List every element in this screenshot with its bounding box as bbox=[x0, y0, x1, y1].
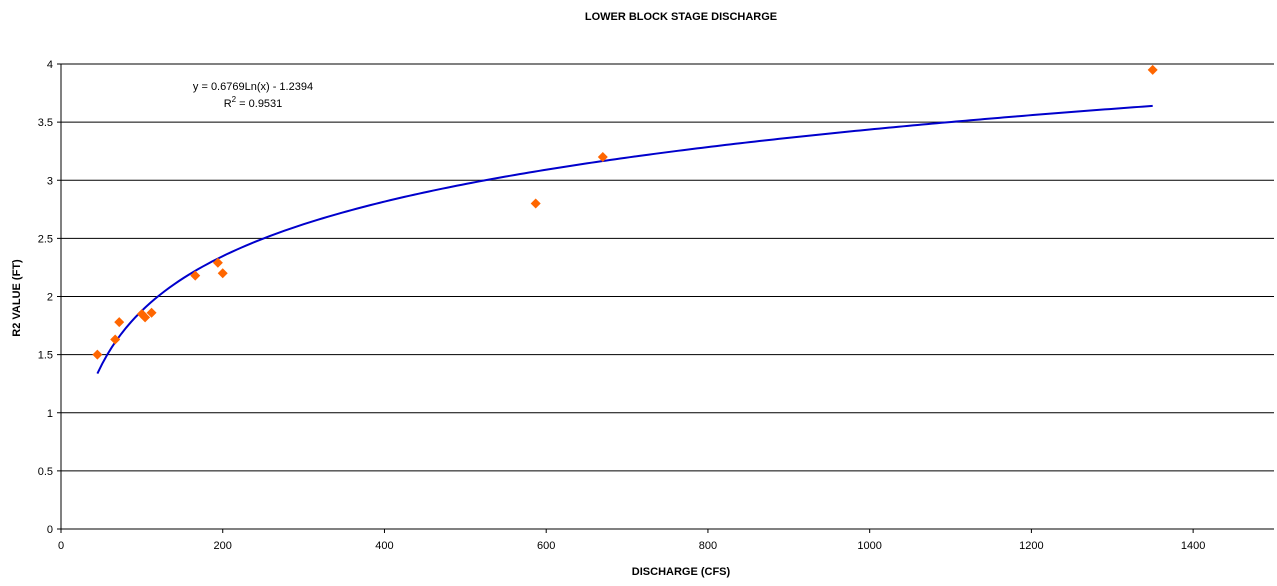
data-points bbox=[92, 64, 1158, 360]
trendline-r-squared: R2 = 0.9531 bbox=[224, 95, 283, 110]
data-point bbox=[217, 268, 228, 279]
r2-prefix: R bbox=[224, 98, 232, 110]
x-tick-label: 800 bbox=[699, 540, 717, 552]
y-tick-label: 2.5 bbox=[38, 233, 53, 245]
data-point bbox=[597, 152, 608, 162]
data-point bbox=[212, 257, 223, 268]
y-tick-label: 3 bbox=[47, 175, 53, 187]
y-axis-label: R2 VALUE (FT) bbox=[11, 259, 23, 337]
x-tick-label: 1400 bbox=[1181, 540, 1205, 552]
x-tick-label: 1000 bbox=[857, 540, 881, 552]
data-point bbox=[92, 349, 103, 360]
data-point bbox=[1147, 64, 1158, 75]
trendline-layer bbox=[96, 104, 1153, 374]
y-tick-label: 0.5 bbox=[38, 466, 53, 478]
r2-value: = 0.9531 bbox=[236, 98, 282, 110]
trendline-equation: y = 0.6769Ln(x) - 1.2394 bbox=[193, 81, 313, 93]
x-tick-label: 400 bbox=[375, 540, 393, 552]
data-point bbox=[114, 317, 125, 328]
axes bbox=[57, 63, 1274, 533]
trendline-curve bbox=[96, 104, 1153, 374]
data-point bbox=[530, 198, 541, 209]
y-tick-label: 1.5 bbox=[38, 350, 53, 362]
x-tick-label: 600 bbox=[537, 540, 555, 552]
data-point bbox=[140, 312, 151, 323]
gridlines bbox=[61, 63, 1274, 472]
x-axis-label: DISCHARGE (CFS) bbox=[632, 566, 731, 578]
data-point bbox=[146, 307, 157, 318]
y-tick-label: 1 bbox=[47, 408, 53, 420]
tick-labels: 0 0.5 1 1.5 2 2.5 3 3.5 4 0 200 400 600 800 1000 1200 14… bbox=[38, 59, 1206, 552]
y-tick-label: 2 bbox=[47, 292, 53, 304]
data-point bbox=[110, 334, 121, 345]
y-tick-label: 0 bbox=[47, 524, 53, 536]
x-tick-label: 0 bbox=[58, 540, 64, 552]
r2-superscript: 2 bbox=[232, 95, 237, 104]
data-point bbox=[190, 270, 201, 281]
chart-title: LOWER BLOCK STAGE DISCHARGE bbox=[585, 11, 777, 23]
y-tick-label: 3.5 bbox=[38, 117, 53, 129]
x-tick-label: 1200 bbox=[1019, 540, 1043, 552]
y-tick-label: 4 bbox=[47, 59, 53, 71]
x-tick-label: 200 bbox=[214, 540, 232, 552]
